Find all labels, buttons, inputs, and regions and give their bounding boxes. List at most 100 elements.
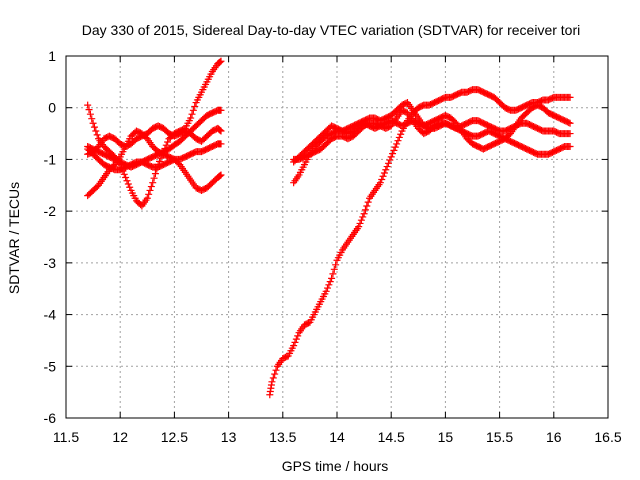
- data-point-b1: [271, 370, 279, 378]
- data-point-a1: [216, 58, 224, 66]
- y-tick-label: -2: [44, 203, 57, 219]
- data-point-b1: [390, 146, 398, 154]
- data-point-a3: [217, 106, 225, 114]
- series-b2: [290, 101, 574, 187]
- data-point-a1: [143, 194, 151, 202]
- series-b3: [290, 106, 574, 163]
- series-b4: [290, 99, 574, 166]
- data-point-b1: [361, 206, 369, 214]
- data-point-b1: [292, 335, 300, 343]
- data-point-a2: [217, 171, 225, 179]
- data-point-b1: [328, 274, 336, 282]
- data-point-b2: [566, 119, 574, 127]
- data-point-b1: [359, 213, 367, 221]
- x-tick-label: 14.5: [378, 429, 405, 445]
- data-point-a1: [85, 106, 93, 114]
- data-point-b1: [357, 216, 365, 224]
- series-b1: [266, 86, 574, 399]
- data-point-b2: [565, 119, 573, 127]
- data-point-a1: [92, 127, 100, 135]
- data-point-b1: [324, 284, 332, 292]
- data-point-a1: [150, 174, 158, 182]
- data-point-a1: [147, 183, 155, 191]
- data-point-a1: [189, 106, 197, 114]
- data-point-a1: [217, 57, 225, 65]
- data-points: [84, 57, 574, 399]
- y-tick-label: -5: [44, 358, 57, 374]
- x-tick-label: 16.5: [594, 429, 621, 445]
- data-point-b1: [387, 153, 395, 161]
- data-point-b1: [394, 137, 402, 145]
- data-point-b1: [269, 374, 277, 382]
- data-point-b1: [391, 143, 399, 151]
- data-point-a4: [216, 126, 224, 134]
- data-point-a4: [215, 126, 223, 134]
- data-point-b1: [330, 265, 338, 273]
- x-tick-labels: 11.5 12 12.5 13 13.5 14 14.5 15 15.5 16 16.5: [53, 429, 622, 445]
- data-point-a1: [187, 114, 195, 122]
- data-point-b1: [397, 130, 405, 138]
- data-point-a1: [188, 110, 196, 118]
- data-point-a1: [149, 179, 157, 187]
- y-tick-label: -6: [44, 410, 57, 426]
- series-a5: [84, 140, 225, 174]
- y-tick-label: 0: [48, 100, 56, 116]
- data-point-a5: [217, 140, 225, 148]
- data-point-b1: [294, 332, 302, 340]
- x-tick-label: 11.5: [53, 429, 79, 445]
- data-point-b1: [268, 378, 276, 386]
- data-point-a1: [86, 110, 94, 118]
- data-point-a1: [164, 138, 172, 146]
- data-point-a1: [84, 101, 92, 109]
- data-point-a1: [93, 131, 101, 139]
- data-point-b1: [272, 366, 280, 374]
- x-tick-label: 15.5: [486, 429, 513, 445]
- data-point-b1: [291, 338, 299, 346]
- data-point-b1: [382, 166, 390, 174]
- data-point-a1: [191, 102, 199, 110]
- data-point-b1: [395, 133, 403, 141]
- x-tick-label: 13: [221, 429, 237, 445]
- data-point-a1: [124, 180, 132, 188]
- x-tick-label: 14: [329, 429, 345, 445]
- data-point-b1: [389, 150, 397, 158]
- chart-title: Day 330 of 2015, Sidereal Day-to-day VTE…: [82, 22, 581, 38]
- data-point-b1: [355, 223, 363, 231]
- data-point-a1: [145, 190, 153, 198]
- x-tick-label: 12: [112, 429, 128, 445]
- data-point-b1: [326, 278, 334, 286]
- data-point-b1: [364, 198, 372, 206]
- data-point-a1: [122, 174, 130, 182]
- x-tick-label: 13.5: [269, 429, 296, 445]
- data-point-a1: [126, 183, 134, 191]
- data-point-a1: [90, 123, 98, 131]
- data-point-b1: [322, 287, 330, 295]
- series-a1: [84, 57, 225, 210]
- data-point-b1: [332, 261, 340, 269]
- data-point-b1: [386, 156, 394, 164]
- data-point-b1: [384, 159, 392, 167]
- data-point-a1: [123, 177, 131, 185]
- data-point-a4: [217, 127, 225, 135]
- data-point-b1: [380, 169, 388, 177]
- data-point-b1: [383, 163, 391, 171]
- y-tick-label: -4: [44, 307, 57, 323]
- data-point-b1: [378, 175, 386, 183]
- x-axis-label: GPS time / hours: [282, 458, 389, 474]
- data-point-b1: [379, 172, 387, 180]
- data-point-b1: [360, 210, 368, 218]
- data-point-a1: [88, 115, 96, 123]
- data-point-a2: [216, 172, 224, 180]
- data-point-a1: [146, 186, 154, 194]
- y-tick-label: 1: [48, 48, 56, 64]
- data-point-b1: [376, 179, 384, 187]
- data-point-a1: [120, 170, 128, 178]
- data-point-a1: [215, 58, 223, 66]
- y-axis-label: SDTVAR / TECUs: [6, 182, 22, 294]
- data-point-b1: [356, 219, 364, 227]
- data-point-b3: [566, 143, 574, 150]
- data-point-a1: [151, 170, 159, 178]
- data-point-b1: [329, 270, 337, 278]
- data-point-a1: [89, 119, 97, 127]
